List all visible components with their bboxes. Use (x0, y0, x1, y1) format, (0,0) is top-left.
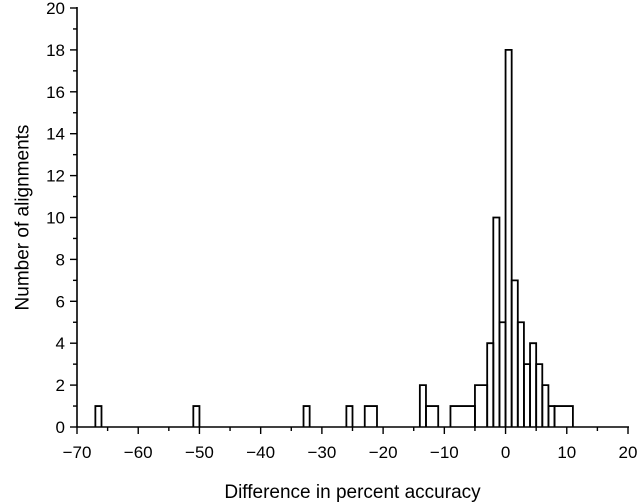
y-tick-label: 16 (46, 83, 65, 102)
y-tick-label: 10 (46, 209, 65, 228)
histogram-bin (192, 405, 201, 427)
x-tick-label: −30 (307, 443, 336, 462)
y-ticks: 0 2 4 6 8 10 12 14 16 18 20 (46, 0, 77, 437)
histogram-bin (345, 405, 354, 427)
y-axis-title: Number of alignments (13, 125, 34, 311)
y-tick-label: 2 (56, 376, 65, 395)
histogram-bin (529, 342, 538, 427)
histogram-bin (486, 342, 495, 427)
x-tick-label: 20 (619, 443, 638, 462)
y-tick-label: 18 (46, 41, 65, 60)
y-tick-label: 8 (56, 250, 65, 269)
x-tick-label: −50 (185, 443, 214, 462)
y-tick-label: 14 (46, 125, 65, 144)
y-tick-label: 20 (46, 0, 65, 18)
histogram-bin (523, 363, 531, 427)
y-tick-label: 6 (56, 292, 65, 311)
x-tick-label: −10 (430, 443, 459, 462)
x-axis-title: Difference in percent accuracy (224, 482, 481, 503)
histogram-bin (535, 363, 544, 427)
histogram-bin (418, 384, 427, 427)
histogram-bin (94, 405, 103, 427)
y-tick-label: 12 (46, 167, 65, 186)
histogram-bin (474, 384, 489, 427)
histogram-bin (547, 405, 556, 427)
histogram-bin (510, 279, 519, 427)
histogram-bin (302, 405, 311, 427)
histogram-bin (516, 321, 525, 427)
x-ticks: −70 −60 −50 −40 −30 −20 −10 0 10 20 (63, 427, 638, 462)
x-tick-label: −20 (369, 443, 398, 462)
histogram-bin (553, 405, 574, 427)
x-tick-label: −60 (124, 443, 153, 462)
y-tick-label: 4 (56, 334, 65, 353)
histogram-bin (449, 405, 476, 427)
histogram-bin (504, 49, 513, 427)
y-tick-label: 0 (56, 418, 65, 437)
x-tick-label: −40 (246, 443, 275, 462)
axes: −70 −60 −50 −40 −30 −20 −10 0 10 20 0 2 4 6 8 10 12 14 16… (46, 0, 637, 462)
histogram-bin (363, 405, 378, 427)
histogram-bin (492, 216, 501, 427)
histogram-bars (94, 49, 574, 427)
x-tick-label: −70 (63, 443, 92, 462)
x-tick-label: 0 (501, 443, 510, 462)
histogram-bin (425, 405, 440, 427)
x-tick-label: 10 (557, 443, 576, 462)
histogram-bin (498, 321, 507, 427)
histogram-bin (541, 384, 550, 427)
